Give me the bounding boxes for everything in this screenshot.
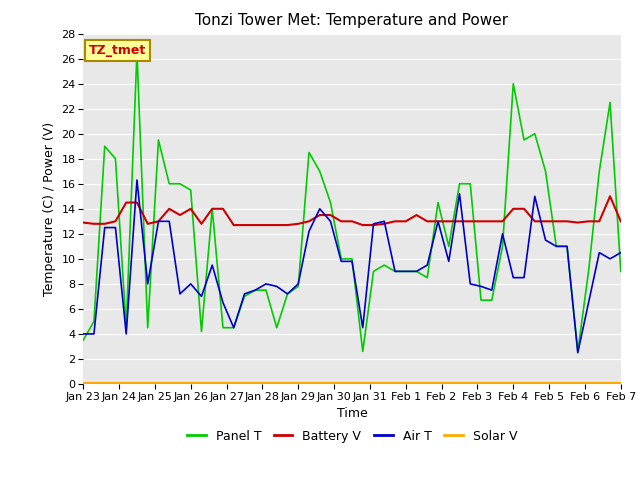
X-axis label: Time: Time (337, 407, 367, 420)
Title: Tonzi Tower Met: Temperature and Power: Tonzi Tower Met: Temperature and Power (195, 13, 509, 28)
Legend: Panel T, Battery V, Air T, Solar V: Panel T, Battery V, Air T, Solar V (182, 425, 522, 448)
Text: TZ_tmet: TZ_tmet (88, 44, 146, 57)
Y-axis label: Temperature (C) / Power (V): Temperature (C) / Power (V) (43, 122, 56, 296)
